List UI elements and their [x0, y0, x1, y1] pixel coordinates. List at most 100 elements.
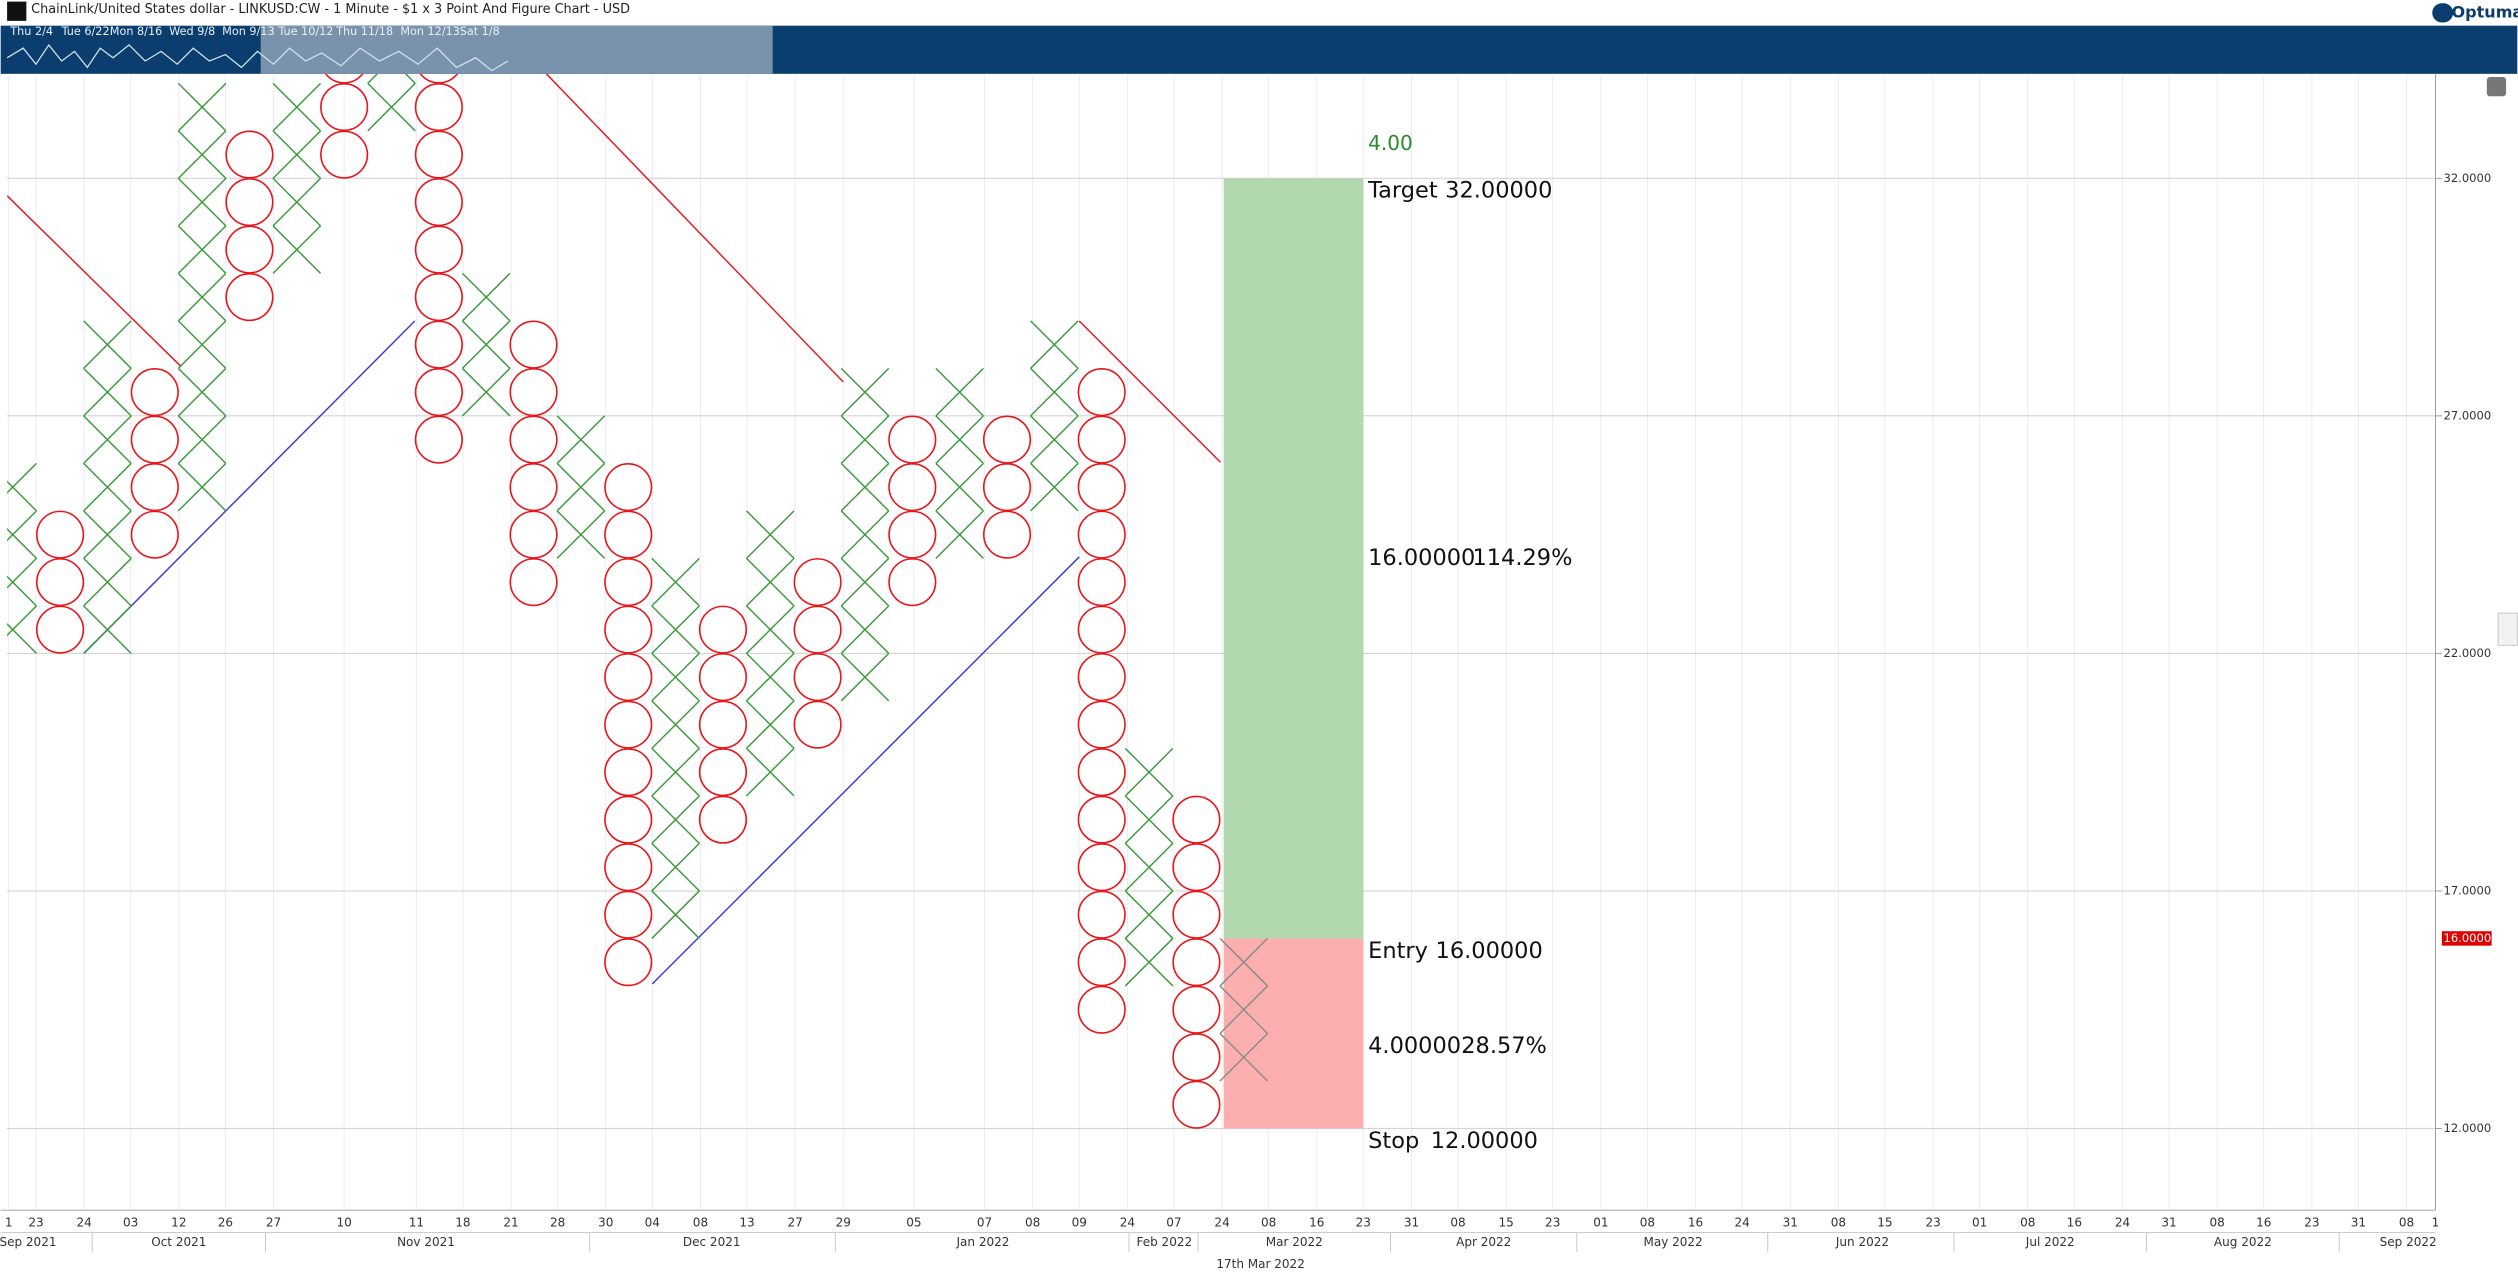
o-box [1172, 890, 1221, 939]
o-box [225, 130, 274, 179]
x-box [840, 415, 890, 464]
x-period-label: Aug 2022 [2214, 1235, 2272, 1249]
o-box [414, 225, 463, 274]
x-box [272, 177, 322, 227]
app-icon[interactable] [7, 1, 27, 21]
x-period-label: Sep 2021 [0, 1235, 56, 1249]
x-box [83, 557, 132, 607]
x-tick-label: 07 [1166, 1216, 1181, 1230]
x-box [556, 510, 606, 559]
x-tick-label: 24 [2115, 1216, 2130, 1230]
x-box [1030, 367, 1079, 417]
o-column [414, 73, 463, 464]
o-box [604, 653, 653, 702]
x-box [177, 82, 227, 132]
x-box [272, 225, 322, 274]
o-box [698, 748, 748, 797]
last-price-label: 16.0000 [2443, 931, 2491, 945]
x-tick-label: 07 [977, 1216, 992, 1230]
o-box [1172, 938, 1221, 987]
x-tick-label: 08 [2210, 1216, 2225, 1230]
columns [7, 73, 1269, 1129]
o-box [1077, 653, 1126, 702]
o-box [414, 368, 463, 417]
x-box [651, 700, 700, 749]
o-box [604, 510, 653, 559]
o-column [320, 73, 369, 179]
x-box [840, 367, 890, 417]
target-text: Target [1367, 178, 1438, 204]
navigator-label: Mon 9/13 [222, 25, 274, 38]
x-tick-label: 23 [2304, 1216, 2319, 1230]
x-tick-label: 08 [693, 1216, 708, 1230]
x-tick-label: 11 [409, 1216, 424, 1230]
x-box [83, 462, 132, 512]
o-column [888, 415, 937, 607]
x-box [651, 795, 700, 844]
x-tick-label: 16 [1688, 1216, 1703, 1230]
support-line [651, 556, 1080, 985]
x-tick-label: 08 [1831, 1216, 1846, 1230]
o-box [414, 178, 463, 227]
o-box [888, 558, 937, 607]
x-box [177, 272, 227, 322]
risk-zone [1223, 938, 1364, 1129]
o-box [1172, 795, 1221, 844]
x-column [1030, 320, 1079, 512]
lock-button[interactable] [2486, 77, 2507, 97]
side-panel-toggle[interactable] [2497, 612, 2518, 646]
x-box [840, 605, 890, 654]
o-box [225, 273, 274, 322]
x-tick-label: 08 [1261, 1216, 1276, 1230]
x-box [83, 367, 132, 417]
logo[interactable]: Optuma [2452, 2, 2518, 21]
x-tick-label: 10 [337, 1216, 352, 1230]
o-box [414, 83, 463, 132]
x-box [367, 82, 416, 132]
risk-value: 4.00000 [1368, 1033, 1461, 1059]
x-box [651, 842, 700, 892]
o-box [1077, 558, 1126, 607]
x-tick-label: 16 [2256, 1216, 2271, 1230]
x-period-label: Jul 2022 [2025, 1235, 2075, 1249]
x-tick-label: 21 [503, 1216, 518, 1230]
x-tick-label: 23 [1545, 1216, 1560, 1230]
o-box [414, 415, 463, 464]
o-box [604, 463, 653, 512]
x-tick-label: 31 [2161, 1216, 2176, 1230]
header-title: ChainLink/United States dollar - LINKUSD… [31, 2, 630, 17]
x-period-label: May 2022 [1643, 1235, 1702, 1249]
navigator[interactable]: Thu 2/4 Tue 6/22 Mon 8/16 Wed 9/8 Mon 9/13 Tu… [0, 25, 2518, 74]
o-box [1077, 463, 1126, 512]
o-box [225, 178, 274, 227]
support-line [83, 320, 416, 654]
o-box [1077, 605, 1126, 654]
x-box [7, 605, 37, 654]
x-box [7, 557, 37, 607]
o-box [698, 653, 748, 702]
x-box [272, 130, 322, 179]
x-period-label: Feb 2022 [1136, 1235, 1192, 1249]
navigator-label: Mon 12/13 [400, 25, 460, 38]
x-box [7, 462, 37, 512]
o-box [604, 795, 653, 844]
reward-value: 16.00000 [1368, 545, 1475, 571]
navigator-window[interactable] [260, 25, 773, 74]
x-tick-label: 15 [1877, 1216, 1892, 1230]
navigator-label: Thu 2/4 [9, 25, 53, 38]
x-tick-label: 31 [1404, 1216, 1419, 1230]
o-box [982, 463, 1032, 512]
ratio-label: 4.00 [1368, 131, 1413, 155]
stop-value: 12.00000 [1431, 1128, 1538, 1154]
x-period-label: Nov 2021 [397, 1235, 455, 1249]
o-box [324, 73, 364, 84]
x-tick-label: 31 [2351, 1216, 2366, 1230]
o-box [130, 463, 179, 512]
x-tick-label: 01 [1593, 1216, 1608, 1230]
x-box [1124, 795, 1174, 844]
o-box [1172, 1080, 1221, 1129]
x-box [461, 367, 511, 417]
y-tick-label: 22.0000 [2443, 646, 2491, 660]
x-column [461, 272, 511, 417]
